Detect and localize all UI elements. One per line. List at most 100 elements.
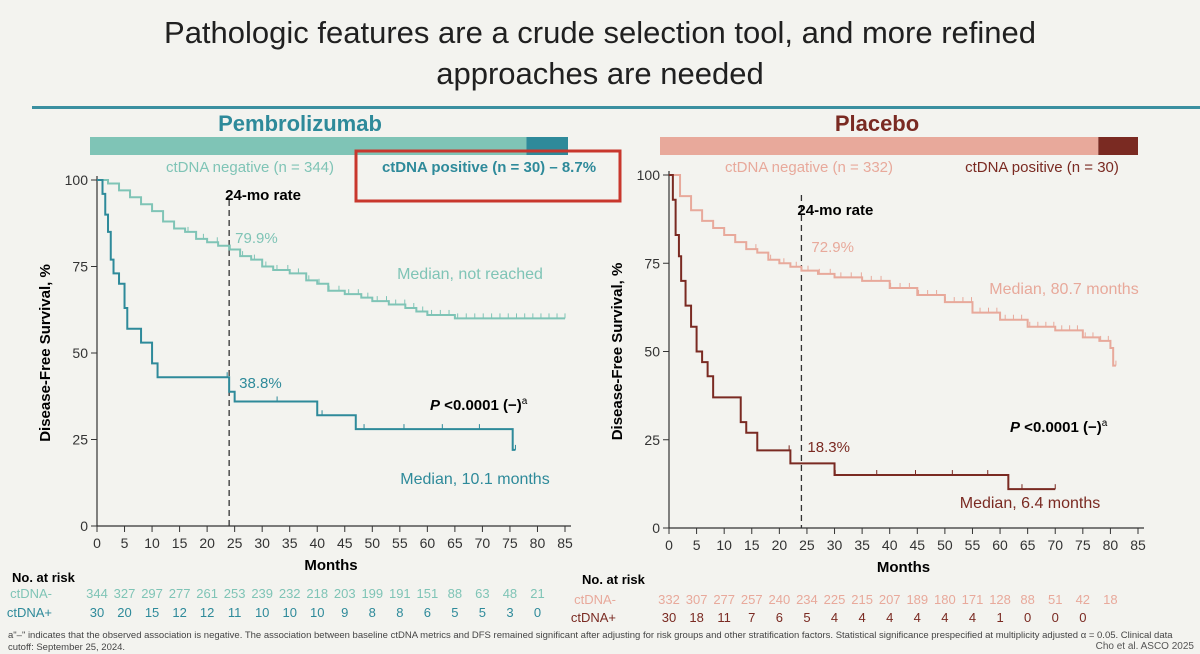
placebo-km-chart: Placebo ctDNA negative (n = 332) ctDNA pos… bbox=[571, 111, 1146, 625]
at-risk-value: 218 bbox=[306, 586, 328, 601]
y-tick-label: 0 bbox=[80, 518, 88, 534]
x-tick-label: 30 bbox=[827, 537, 843, 553]
at-risk-value: 207 bbox=[879, 592, 901, 607]
landmark-24mo-label: 24-mo rate bbox=[797, 202, 873, 219]
p-value-superscript: a bbox=[1102, 418, 1108, 429]
y-axis-label: Disease-Free Survival, % bbox=[37, 264, 54, 442]
p-value: P <0.0001 (−)a bbox=[430, 396, 528, 414]
x-tick-label: 80 bbox=[1103, 537, 1119, 553]
at-risk-value: 4 bbox=[941, 610, 948, 625]
x-tick-label: 60 bbox=[420, 535, 436, 551]
x-tick-label: 30 bbox=[254, 535, 270, 551]
slide-title-line1: Pathologic features are a crude selectio… bbox=[164, 15, 1036, 50]
slide-title: Pathologic features are a crude selectio… bbox=[0, 12, 1200, 94]
ctdna-negative-survival-curve bbox=[97, 179, 565, 320]
panel-title: Pembrolizumab bbox=[218, 111, 382, 136]
at-risk-value: 232 bbox=[279, 586, 301, 601]
ctdna-positive-survival-curve bbox=[669, 174, 1056, 491]
at-risk-value: 151 bbox=[417, 586, 439, 601]
x-axis-label: Months bbox=[304, 557, 357, 574]
at-risk-value: 10 bbox=[255, 605, 269, 620]
ctdna-negative-median: Median, 80.7 months bbox=[989, 281, 1138, 298]
ctdna-positive-24mo-rate: 18.3% bbox=[807, 439, 850, 456]
at-risk-value: 12 bbox=[200, 605, 214, 620]
at-risk-value: 189 bbox=[906, 592, 928, 607]
at-risk-value: 18 bbox=[689, 610, 703, 625]
slide-title-line2: approaches are needed bbox=[436, 56, 764, 91]
at-risk-value: 12 bbox=[172, 605, 186, 620]
x-tick-label: 75 bbox=[1075, 537, 1091, 553]
at-risk-value: 30 bbox=[90, 605, 104, 620]
title-divider bbox=[32, 106, 1200, 109]
at-risk-value: 88 bbox=[448, 586, 462, 601]
x-tick-label: 40 bbox=[882, 537, 898, 553]
ctdna-negative-label: ctDNA negative (n = 344) bbox=[166, 159, 334, 176]
at-risk-value: 4 bbox=[859, 610, 866, 625]
x-tick-label: 65 bbox=[447, 535, 463, 551]
x-tick-label: 55 bbox=[965, 537, 981, 553]
at-risk-value: 6 bbox=[776, 610, 783, 625]
ctdna-negative-24mo-rate: 79.9% bbox=[235, 230, 278, 247]
at-risk-value: 277 bbox=[169, 586, 191, 601]
y-tick-label: 100 bbox=[637, 167, 661, 183]
at-risk-value: 42 bbox=[1076, 592, 1090, 607]
x-tick-label: 10 bbox=[144, 535, 160, 551]
at-risk-value: 225 bbox=[824, 592, 846, 607]
x-tick-label: 20 bbox=[772, 537, 788, 553]
at-risk-value: 0 bbox=[1024, 610, 1031, 625]
at-risk-value: 332 bbox=[658, 592, 680, 607]
at-risk-row-label: ctDNA- bbox=[10, 586, 52, 601]
at-risk-value: 4 bbox=[886, 610, 893, 625]
at-risk-header: No. at risk bbox=[12, 570, 76, 585]
at-risk-value: 215 bbox=[851, 592, 873, 607]
at-risk-value: 9 bbox=[341, 605, 348, 620]
y-tick-label: 50 bbox=[644, 344, 660, 360]
at-risk-row-label: ctDNA+ bbox=[571, 610, 616, 625]
x-tick-label: 65 bbox=[1020, 537, 1036, 553]
at-risk-value: 88 bbox=[1020, 592, 1034, 607]
p-value-text: <0.0001 (−) bbox=[440, 397, 522, 414]
at-risk-value: 4 bbox=[914, 610, 921, 625]
at-risk-value: 307 bbox=[686, 592, 708, 607]
at-risk-value: 11 bbox=[228, 605, 242, 620]
x-tick-label: 25 bbox=[227, 535, 243, 551]
at-risk-value: 253 bbox=[224, 586, 246, 601]
pembrolizumab-km-chart: Pembrolizumab ctDNA negative (n = 344) ctD… bbox=[7, 111, 622, 620]
panel-title: Placebo bbox=[835, 111, 919, 136]
at-risk-value: 30 bbox=[662, 610, 676, 625]
at-risk-value: 1 bbox=[996, 610, 1003, 625]
ctdna-positive-24mo-rate: 38.8% bbox=[239, 375, 282, 392]
at-risk-value: 6 bbox=[424, 605, 431, 620]
x-tick-label: 55 bbox=[392, 535, 408, 551]
highlight-box bbox=[354, 149, 622, 203]
ctdna-positive-median: Median, 6.4 months bbox=[960, 495, 1101, 512]
y-tick-label: 50 bbox=[72, 345, 88, 361]
at-risk-row-label: ctDNA+ bbox=[7, 605, 52, 620]
x-tick-label: 25 bbox=[799, 537, 815, 553]
y-tick-label: 75 bbox=[644, 255, 660, 271]
landmark-24mo-label: 24-mo rate bbox=[225, 187, 301, 204]
x-tick-label: 20 bbox=[199, 535, 215, 551]
x-tick-label: 5 bbox=[121, 535, 129, 551]
x-axis-label: Months bbox=[877, 559, 930, 576]
footnote: a"–" indicates that the observed associa… bbox=[8, 630, 1173, 653]
at-risk-value: 48 bbox=[503, 586, 517, 601]
p-value-letter: P bbox=[1010, 419, 1021, 436]
citation: Cho et al. ASCO 2025 bbox=[1095, 641, 1194, 652]
y-tick-label: 25 bbox=[72, 432, 88, 448]
ctdna-positive-median: Median, 10.1 months bbox=[400, 471, 549, 488]
at-risk-value: 21 bbox=[530, 586, 544, 601]
x-tick-label: 50 bbox=[365, 535, 381, 551]
at-risk-row-label: ctDNA- bbox=[574, 592, 616, 607]
y-tick-label: 0 bbox=[652, 520, 660, 536]
x-tick-label: 0 bbox=[665, 537, 673, 553]
x-tick-label: 35 bbox=[854, 537, 870, 553]
at-risk-value: 10 bbox=[282, 605, 296, 620]
x-tick-label: 35 bbox=[282, 535, 298, 551]
x-tick-label: 10 bbox=[716, 537, 732, 553]
at-risk-value: 277 bbox=[713, 592, 735, 607]
y-axis-label: Disease-Free Survival, % bbox=[609, 263, 626, 441]
at-risk-value: 7 bbox=[748, 610, 755, 625]
at-risk-value: 191 bbox=[389, 586, 411, 601]
at-risk-value: 5 bbox=[479, 605, 486, 620]
